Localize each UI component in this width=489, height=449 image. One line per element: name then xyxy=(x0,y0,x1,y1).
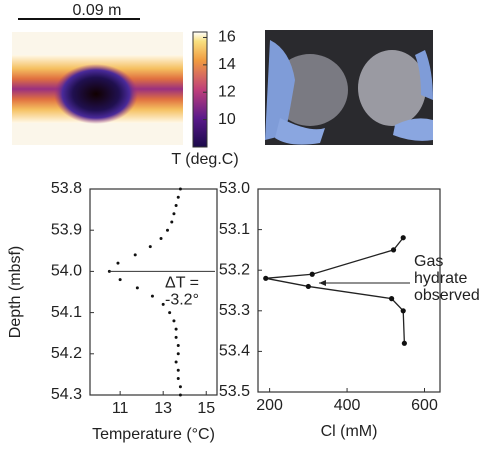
colorbar-tick-label: 14 xyxy=(218,56,236,73)
arrow-head xyxy=(318,280,326,286)
data-dot xyxy=(174,203,178,207)
x-tick-label: 400 xyxy=(334,397,361,414)
data-dot xyxy=(148,245,152,249)
data-dot xyxy=(170,220,174,224)
annotation: observed xyxy=(414,287,480,304)
y-tick-label: 53.4 xyxy=(219,343,250,360)
plot-frame xyxy=(89,188,218,396)
data-dot xyxy=(178,385,182,389)
colorbar-tick-label: 10 xyxy=(218,111,236,128)
x-tick-label: 600 xyxy=(411,397,438,414)
x-axis-label: Cl (mM) xyxy=(321,423,378,440)
data-dot xyxy=(135,286,139,290)
thermal-image xyxy=(12,32,183,145)
data-dot xyxy=(174,335,178,339)
data-dot xyxy=(176,352,180,356)
data-point xyxy=(263,275,269,281)
scale-label: 0.09 m xyxy=(73,2,122,19)
data-point xyxy=(305,283,311,290)
data-dot xyxy=(161,302,165,306)
colorbar-tick-label: 16 xyxy=(218,29,236,46)
hydrate-photo xyxy=(265,30,433,145)
x-tick-label: 200 xyxy=(256,397,283,414)
data-dot xyxy=(133,253,137,257)
data-dot xyxy=(150,294,154,298)
y-tick-label: 53.5 xyxy=(219,383,250,400)
data-dot xyxy=(176,377,180,381)
y-tick-label: 54.0 xyxy=(51,263,82,280)
data-point xyxy=(401,340,407,346)
x-tick-label: 11 xyxy=(112,400,129,417)
y-tick-label: 53.3 xyxy=(219,302,250,319)
colorbar-label: T (deg.C) xyxy=(171,151,238,168)
colorbar xyxy=(192,31,208,148)
profile-line xyxy=(265,237,406,344)
data-dot xyxy=(116,261,120,265)
annotation: hydrate xyxy=(414,270,467,287)
data-point xyxy=(400,308,406,314)
y-tick-label: 54.3 xyxy=(51,386,82,403)
annotation: ΔT = xyxy=(165,275,199,292)
x-axis-label: Temperature (°C) xyxy=(92,426,215,443)
data-dot xyxy=(172,319,176,323)
y-axis-label: Depth (mbsf) xyxy=(7,246,24,338)
data-dot xyxy=(174,360,178,364)
data-dot xyxy=(178,393,182,397)
y-tick-label: 53.9 xyxy=(51,221,82,238)
data-dot xyxy=(168,311,172,315)
colorbar-tick-label: 12 xyxy=(218,83,236,100)
annotation: Gas xyxy=(414,253,443,270)
y-tick-label: 53.0 xyxy=(219,180,250,197)
data-point xyxy=(390,247,397,253)
data-dot xyxy=(174,327,178,331)
data-dot xyxy=(176,344,180,348)
y-tick-label: 54.2 xyxy=(51,345,82,362)
data-dot xyxy=(178,187,182,191)
data-dot xyxy=(176,368,180,372)
x-tick-label: 15 xyxy=(197,400,215,417)
data-dot xyxy=(172,212,176,216)
y-tick-label: 53.1 xyxy=(219,221,250,238)
y-tick-label: 53.8 xyxy=(51,180,82,197)
y-tick-label: 53.2 xyxy=(219,261,250,278)
plot-frame xyxy=(257,188,441,393)
data-point xyxy=(388,296,395,302)
data-dot xyxy=(176,195,180,199)
x-tick-label: 13 xyxy=(154,400,172,417)
data-dot xyxy=(118,278,122,282)
data-point xyxy=(309,271,315,277)
y-tick-label: 54.1 xyxy=(51,304,82,321)
data-point xyxy=(400,235,406,241)
data-dot xyxy=(165,228,169,232)
annotation: -3.2° xyxy=(165,292,199,309)
data-dot xyxy=(159,236,163,240)
